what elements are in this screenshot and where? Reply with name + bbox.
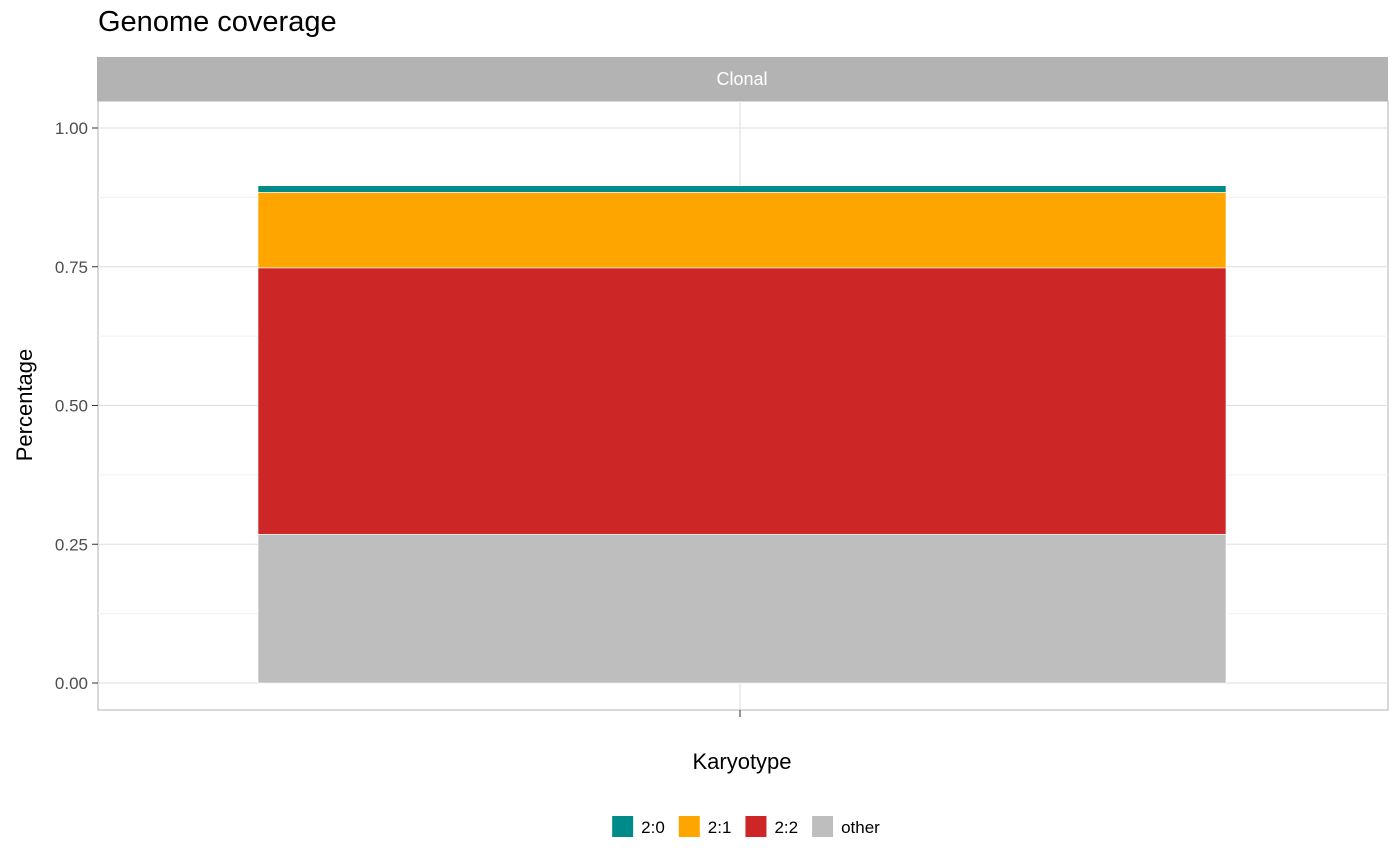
- facet-label: Clonal: [716, 69, 767, 89]
- y-axis: 0.00 0.25 0.50 0.75 1.00: [55, 119, 741, 717]
- legend-key: [745, 816, 767, 837]
- y-tick-label: 0.50: [55, 397, 88, 416]
- bar-segment: [257, 185, 1227, 193]
- bar-segment: [257, 533, 1227, 684]
- y-tick-label: 0.00: [55, 674, 88, 693]
- x-axis-label: Karyotype: [692, 749, 791, 774]
- legend: 2:0 2:1 2:2 other: [612, 816, 880, 837]
- y-tick-label: 1.00: [55, 119, 88, 138]
- legend-key: [812, 816, 834, 837]
- bars: [257, 185, 1227, 684]
- facet-strip-background: [97, 57, 1388, 101]
- bar-segment: [257, 192, 1227, 269]
- legend-label: 2:0: [641, 818, 665, 837]
- legend-label: 2:2: [774, 818, 798, 837]
- legend-key: [612, 816, 634, 837]
- chart-title: Genome coverage: [98, 6, 337, 38]
- facet-strip: Clonal: [97, 57, 1388, 101]
- y-tick-label: 0.25: [55, 535, 88, 554]
- legend-label: 2:1: [708, 818, 732, 837]
- bar-segment: [257, 267, 1227, 535]
- legend-key: [678, 816, 700, 837]
- y-axis-label: Percentage: [12, 349, 37, 462]
- legend-label: other: [841, 818, 880, 837]
- y-tick-label: 0.75: [55, 258, 88, 277]
